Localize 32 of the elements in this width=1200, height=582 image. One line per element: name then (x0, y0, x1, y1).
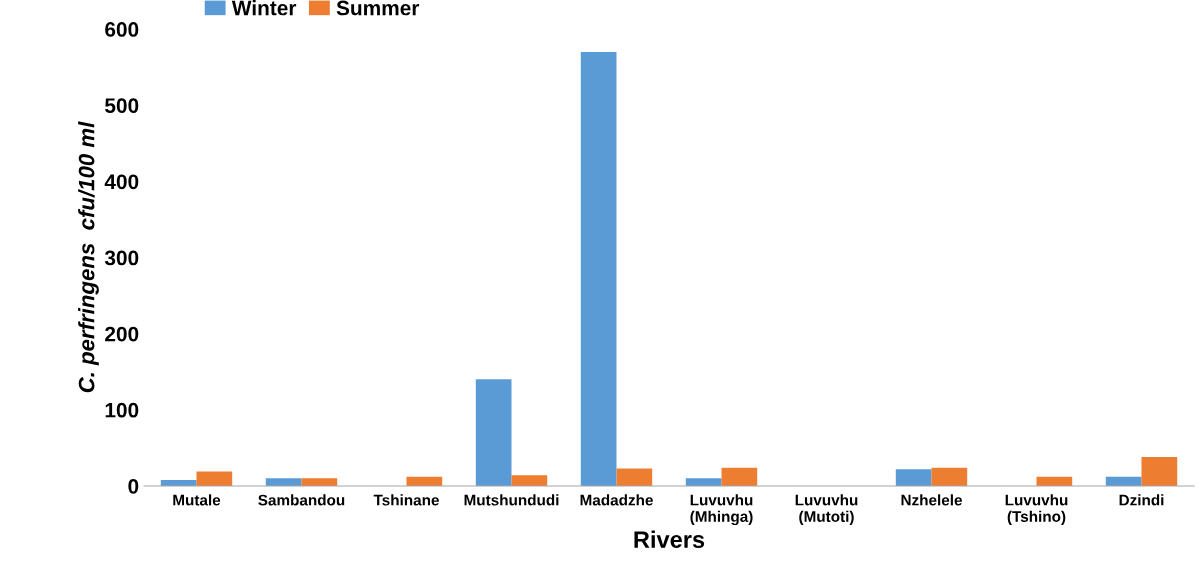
legend-label: Winter (231, 0, 297, 16)
y-tick-label: 500 (105, 98, 139, 113)
bar (931, 467, 968, 486)
y-tick-label: 300 (104, 250, 139, 266)
x-axis-title: Rivers (634, 530, 705, 548)
x-tick-label: Tshinane (373, 494, 439, 506)
bar (685, 478, 722, 486)
bar (265, 478, 302, 486)
bar (475, 379, 512, 486)
bar (1141, 457, 1178, 486)
x-tick-label: Luvuvhu (Tshino) (1005, 494, 1068, 525)
x-tick-label: Luvuvhu (Mhinga) (690, 494, 753, 526)
y-tick-label: 0 (128, 478, 139, 494)
x-tick-label: Dzindi (1119, 494, 1164, 506)
x-tick-label: Luvuvhu (Mutoti) (795, 494, 858, 525)
y-tick-label: 400 (104, 174, 139, 190)
x-tick-label: Nzhelele (901, 494, 962, 506)
x-tick-label: Madadzhe (580, 494, 653, 506)
bar (580, 51, 617, 486)
bar (895, 469, 932, 486)
y-tick-label: 200 (105, 326, 139, 342)
legend-label: Summer (336, 0, 420, 16)
x-tick-label: Sambandou (258, 494, 345, 506)
y-tick-label: 600 (105, 22, 139, 37)
y-axis-title: C. perfringens cfu/100 ml (78, 121, 99, 393)
y-tick-label: 100 (105, 402, 139, 418)
x-tick-label: Mutale (173, 494, 221, 506)
bar (721, 467, 758, 486)
bar (616, 468, 653, 486)
bar (301, 478, 338, 486)
x-tick-label: Mutshundudi (464, 494, 559, 506)
bar (511, 475, 548, 486)
